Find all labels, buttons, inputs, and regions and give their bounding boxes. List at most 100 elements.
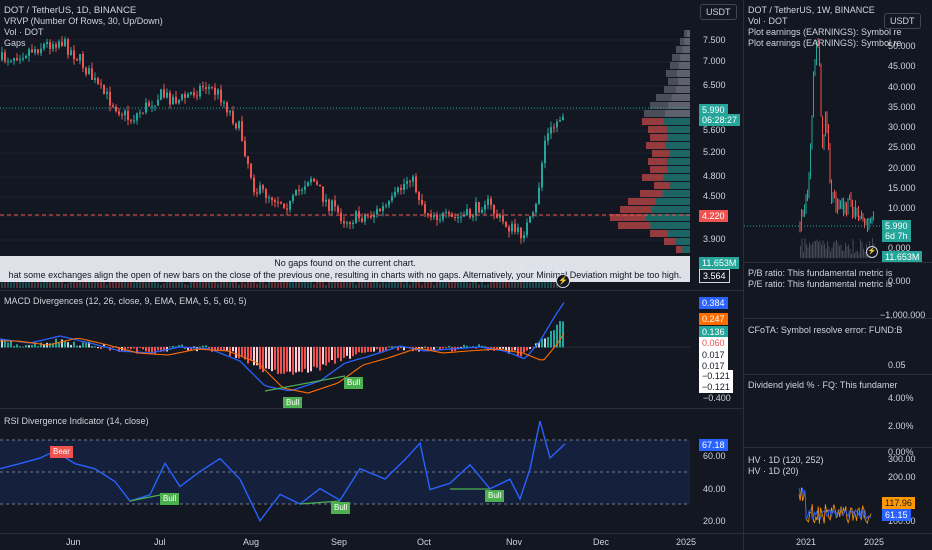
volume-bar (67, 282, 69, 288)
weekly-volume-bar (807, 247, 809, 258)
volume-bar (277, 282, 279, 288)
volume-bar (262, 276, 264, 288)
volume-bar (334, 280, 336, 288)
macd-histogram-bar (202, 345, 204, 348)
weekly-price-chart[interactable] (744, 0, 880, 262)
weekly-indicator[interactable]: Plot earnings (EARNINGS): Symbol re (748, 27, 902, 37)
indicator-gaps[interactable]: Gaps (4, 38, 26, 48)
volume-bar (487, 283, 489, 288)
macd-title[interactable]: MACD Divergences (12, 26, close, 9, EMA,… (4, 296, 247, 306)
candle-body (52, 44, 54, 50)
macd-histogram-bar (151, 347, 153, 354)
macd-pane[interactable]: MACD Divergences (12, 26, close, 9, EMA,… (0, 291, 743, 408)
candle-body (376, 208, 378, 215)
candle-body (367, 215, 369, 217)
weekly-indicator[interactable]: Vol · DOT (748, 16, 788, 26)
lightning-icon[interactable]: ⚡ (866, 246, 878, 258)
volume-profile-bar (650, 134, 668, 141)
hv-pane[interactable]: HV · 1D (120, 252) HV · 1D (20) 0.00% 30… (744, 448, 932, 533)
dividend-tick: 4.00% (888, 393, 914, 403)
hv-label-2[interactable]: HV · 1D (20) (748, 466, 799, 476)
rsi-tick: 20.00 (703, 516, 726, 526)
candle-body (463, 215, 465, 217)
macd-histogram-bar (370, 347, 372, 352)
macd-histogram-bar (388, 346, 390, 348)
price-tick: 7.500 (703, 35, 726, 45)
layout-divider[interactable] (743, 0, 744, 550)
candle-body (295, 189, 297, 196)
price-chart[interactable] (0, 0, 690, 290)
volume-bar (265, 284, 267, 288)
pane-divider[interactable] (0, 290, 743, 291)
candle-body (43, 44, 45, 49)
candle-body (163, 89, 165, 98)
candle-body (478, 202, 480, 213)
weekly-currency-unit-button[interactable]: USDT (884, 13, 921, 29)
volume-bar (7, 276, 9, 288)
volume-bar (328, 279, 330, 288)
volume-profile-bar (640, 190, 663, 197)
macd-histogram-bar (67, 342, 69, 348)
candle-body (265, 189, 267, 199)
volume-bar (313, 283, 315, 288)
pane-divider[interactable] (744, 374, 932, 375)
time-axis[interactable]: Jun Jul Aug Sep Oct Nov Dec 2025 (0, 533, 743, 550)
candle-body (460, 216, 462, 218)
weekly-volume-bar (855, 250, 857, 258)
cfota-pane[interactable]: CFoTA: Symbol resolve error: FUND:B 0.05 (744, 319, 932, 374)
currency-unit-button[interactable]: USDT (700, 4, 737, 20)
candle-body (127, 110, 129, 120)
pe-ratio-label[interactable]: P/E ratio: This fundamental metric is (748, 279, 893, 289)
candle-body (286, 208, 288, 210)
indicator-vrvp[interactable]: VRVP (Number Of Rows, 30, Up/Down) (4, 16, 163, 26)
rsi-title[interactable]: RSI Divergence Indicator (14, close) (4, 416, 149, 426)
volume-profile-bar (664, 110, 690, 117)
candle-body (166, 92, 168, 98)
macd-histogram-bar (127, 347, 129, 349)
cfota-label[interactable]: CFoTA: Symbol resolve error: FUND:B (748, 325, 903, 335)
weekly-volume-bar (842, 250, 843, 258)
volume-bar (289, 277, 291, 288)
volume-profile-bar (668, 102, 690, 109)
rsi-pane[interactable]: RSI Divergence Indicator (14, close) 67.… (0, 409, 743, 533)
volume-profile-bar (671, 94, 690, 101)
last-price-pill: 5.990 (699, 104, 728, 116)
macd-histogram-bar (403, 347, 405, 351)
volume-bar (448, 279, 450, 288)
candle-body (154, 105, 156, 107)
main-price-pane[interactable]: DOT / TetherUS, 1D, BINANCE VRVP (Number… (0, 0, 743, 290)
macd-histogram-bar (289, 347, 291, 372)
hv-label-1[interactable]: HV · 1D (120, 252) (748, 455, 824, 465)
macd-histogram-bar (97, 347, 99, 349)
volume-profile-bar (642, 174, 664, 181)
candle-body (271, 197, 273, 201)
lightning-icon[interactable]: ⚡ (556, 274, 570, 288)
volume-bar (172, 281, 174, 288)
weekly-price-tick: 15.000 (888, 183, 916, 193)
pane-divider[interactable] (744, 262, 932, 263)
hv-pill: 117.96 (882, 497, 915, 509)
dividend-pane[interactable]: Dividend yield % · FQ: This fundamer 4.0… (744, 375, 932, 447)
candle-body (112, 105, 114, 107)
pb-ratio-label[interactable]: P/B ratio: This fundamental metric is (748, 268, 893, 278)
macd-histogram-bar (367, 347, 369, 352)
macd-histogram-bar (409, 347, 411, 348)
weekly-chart-pane[interactable]: DOT / TetherUS, 1W, BINANCE Vol · DOT Pl… (744, 0, 932, 262)
weekly-time-axis[interactable]: 2021 2025 (744, 533, 932, 550)
pane-divider[interactable] (0, 408, 743, 409)
valuation-pane[interactable]: P/B ratio: This fundamental metric is P/… (744, 263, 932, 318)
macd-histogram-bar (550, 330, 552, 348)
pane-divider[interactable] (744, 318, 932, 319)
pane-divider[interactable] (744, 447, 932, 448)
volume-profile-bar (684, 30, 687, 37)
volume-profile-bar (668, 134, 690, 141)
volume-profile-bar (668, 78, 678, 85)
indicator-vol[interactable]: Vol · DOT (4, 27, 44, 37)
dividend-yield-label[interactable]: Dividend yield % · FQ: This fundamer (748, 380, 898, 390)
candle-body (10, 60, 12, 62)
macd-histogram-bar (349, 347, 351, 359)
weekly-indicator[interactable]: Plot earnings (EARNINGS): Symbol re (748, 38, 902, 48)
volume-bar (19, 276, 21, 288)
candle-body (226, 102, 228, 113)
macd-histogram-bar (430, 347, 432, 351)
